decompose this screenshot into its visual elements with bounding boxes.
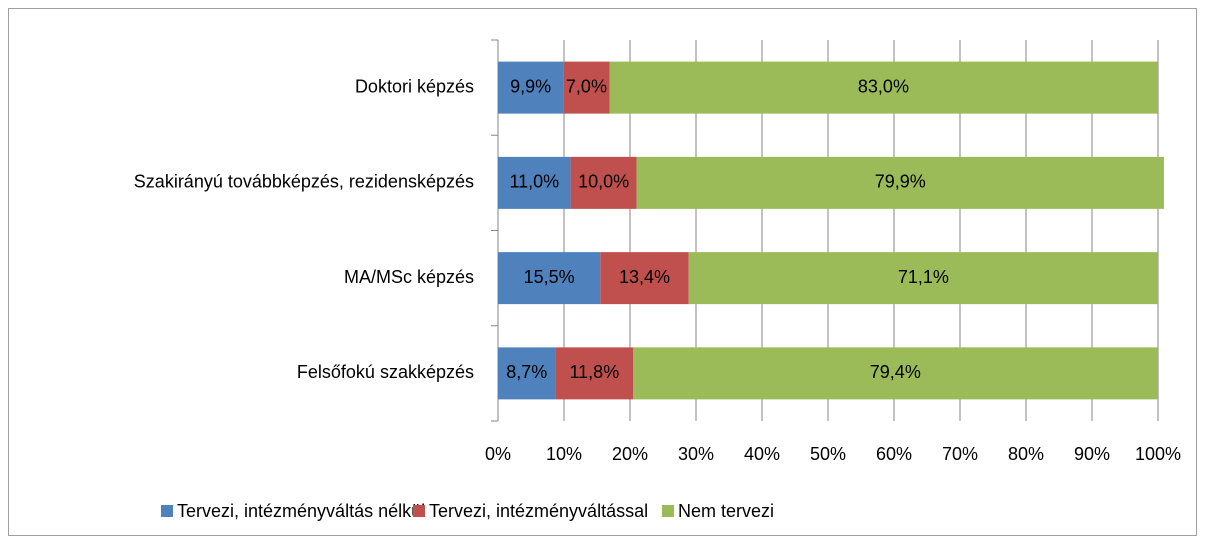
legend-swatch (161, 505, 173, 517)
bar-segment (498, 61, 564, 114)
data-label: 9,9% (510, 76, 551, 96)
data-label: 71,1% (898, 267, 949, 287)
data-label: 7,0% (566, 76, 607, 96)
bar-segment (609, 61, 1158, 114)
x-tick-label: 90% (1074, 444, 1110, 464)
bar-segment (498, 347, 556, 400)
bar-segment (498, 156, 571, 209)
y-tick-label: Doktori képzés (355, 76, 474, 96)
x-tick-label: 10% (546, 444, 582, 464)
bar-segment (600, 252, 689, 305)
legend-swatch (413, 505, 425, 517)
bar-segment (563, 61, 610, 114)
bar-segment (633, 347, 1158, 400)
bar-segment (498, 252, 601, 305)
bar-segment (570, 156, 637, 209)
data-label: 83,0% (858, 76, 909, 96)
data-label: 79,4% (870, 362, 921, 382)
bar-segment (555, 347, 634, 400)
y-tick-label: MA/MSc képzés (344, 267, 474, 287)
x-tick-label: 70% (942, 444, 978, 464)
data-label: 15,5% (524, 267, 575, 287)
x-tick-label: 40% (744, 444, 780, 464)
x-tick-label: 0% (485, 444, 511, 464)
bar-segment (688, 252, 1158, 305)
legend-label: Nem tervezi (678, 501, 774, 521)
x-tick-label: 20% (612, 444, 648, 464)
x-tick-label: 60% (876, 444, 912, 464)
data-label: 13,4% (619, 267, 670, 287)
legend-label: Tervezi, intézményváltás nélkül (177, 501, 425, 521)
x-tick-label: 100% (1135, 444, 1181, 464)
x-tick-label: 50% (810, 444, 846, 464)
data-label: 8,7% (506, 362, 547, 382)
x-tick-label: 30% (678, 444, 714, 464)
data-label: 11,8% (570, 362, 620, 382)
bar-segment (636, 156, 1164, 209)
x-tick-label: 80% (1008, 444, 1044, 464)
data-label: 10,0% (578, 172, 629, 192)
data-label: 79,9% (875, 172, 926, 192)
legend-swatch (662, 505, 674, 517)
y-tick-label: Szakirányú továbbképzés, rezidensképzés (134, 172, 474, 192)
y-tick-label: Felsőfokú szakképzés (297, 362, 474, 382)
data-label: 11,0% (509, 172, 559, 192)
legend-label: Tervezi, intézményváltással (429, 501, 648, 521)
